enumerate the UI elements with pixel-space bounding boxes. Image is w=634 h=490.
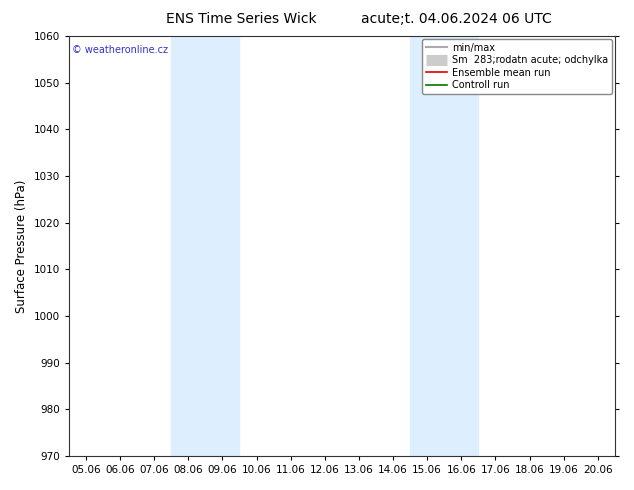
Bar	[171, 36, 240, 456]
Text: acute;t. 04.06.2024 06 UTC: acute;t. 04.06.2024 06 UTC	[361, 12, 552, 26]
Text: © weatheronline.cz: © weatheronline.cz	[72, 45, 167, 54]
Y-axis label: Surface Pressure (hPa): Surface Pressure (hPa)	[15, 179, 28, 313]
Legend: min/max, Sm  283;rodatn acute; odchylka, Ensemble mean run, Controll run: min/max, Sm 283;rodatn acute; odchylka, …	[422, 39, 612, 94]
Text: ENS Time Series Wick: ENS Time Series Wick	[165, 12, 316, 26]
Bar	[410, 36, 478, 456]
